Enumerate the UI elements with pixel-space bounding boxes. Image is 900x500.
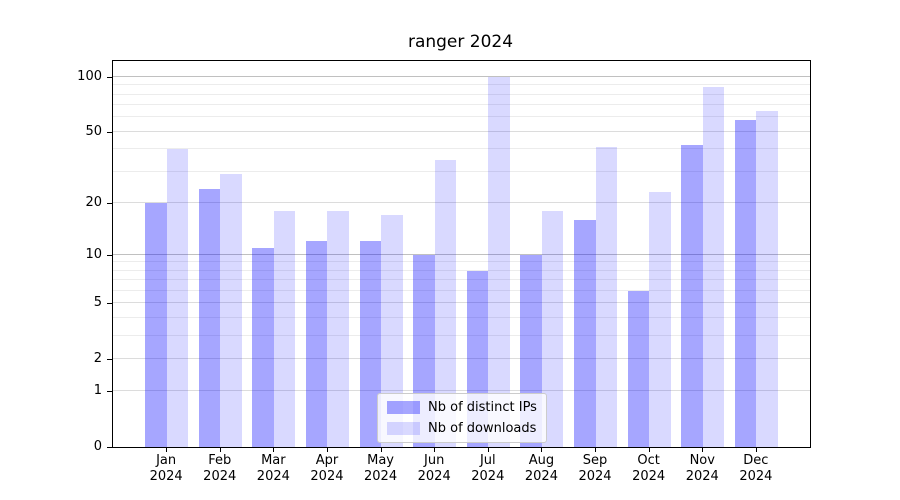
bar-downloads [702,87,725,447]
y-tick-label: 1 [93,383,102,399]
bar-downloads [220,174,242,447]
y-tick-label: 100 [77,69,102,84]
bar-downloads [327,210,349,447]
y-tick-mark [107,254,112,256]
gridline-minor [113,279,810,281]
bar-distinct-ips [359,241,382,447]
x-tick-mark [648,448,650,452]
y-tick-mark [107,303,112,305]
legend-item: Nb of downloads [387,421,537,436]
x-tick-label: Feb 2024 [203,453,237,484]
gridline-minor [113,104,810,106]
x-tick-mark [541,448,543,452]
y-tick-mark [107,358,112,360]
bar-downloads [756,111,778,447]
legend: Nb of distinct IPs Nb of downloads [377,393,547,443]
x-tick-label: Dec 2024 [739,453,773,484]
y-tick-mark [107,391,112,393]
gridline-major [113,302,810,304]
x-tick-label: Sep 2024 [578,453,612,484]
x-tick-label: May 2024 [364,453,398,484]
y-tick-label: 50 [85,123,102,139]
bar-downloads [273,210,296,447]
bar-distinct-ips [305,241,328,447]
bar-distinct-ips [681,145,703,447]
bar-distinct-ips [574,219,596,447]
y-tick-label: 5 [93,295,102,311]
x-tick-label: Oct 2024 [632,453,666,484]
x-tick-label: Jun 2024 [417,453,451,484]
x-tick-mark [702,448,704,452]
gridline-minor [113,84,810,86]
y-tick-label: 2 [93,350,102,366]
gridline-minor [113,148,810,150]
gridline-minor [113,261,810,263]
bar-distinct-ips [627,291,650,447]
chart-title: ranger 2024 [407,32,514,52]
x-tick-mark [273,448,275,452]
bar-distinct-ips [198,188,221,447]
x-tick-mark [326,448,328,452]
gridline-major [113,253,810,255]
x-tick-mark [166,448,168,452]
y-tick-mark [107,131,112,133]
bar-downloads [649,192,671,447]
x-tick-mark [487,448,489,452]
bar-distinct-ips [252,247,274,447]
x-tick-mark [380,448,382,452]
gridline-minor [113,93,810,95]
bar-downloads [595,147,618,447]
bar-distinct-ips [145,202,167,447]
bar-downloads [434,159,457,447]
y-tick-label: 0 [93,439,102,454]
x-tick-label: Nov 2024 [685,453,719,484]
gridline-major [113,201,810,203]
bar-downloads [488,77,510,447]
legend-swatch [387,401,420,414]
legend-label: Nb of downloads [428,421,537,436]
bar-downloads [381,215,403,447]
gridline-minor [113,170,810,172]
x-tick-label: Apr 2024 [310,453,344,484]
plot-area: Nb of distinct IPs Nb of downloads [112,60,811,448]
bar-downloads [541,210,564,447]
gridline-minor [113,116,810,118]
y-tick-label: 20 [85,194,102,210]
x-tick-label: Jan 2024 [149,453,183,484]
gridline-major [113,76,810,77]
bar-distinct-ips [734,120,757,447]
y-tick-mark [107,202,112,204]
gridline-major [113,357,810,359]
y-tick-mark [107,77,112,78]
x-tick-mark [219,448,221,452]
legend-item: Nb of distinct IPs [387,400,537,415]
gridline-major [113,130,810,132]
bar-downloads [166,149,189,447]
x-tick-mark [434,448,436,452]
x-tick-mark [755,448,757,452]
legend-label: Nb of distinct IPs [428,400,537,415]
y-tick-mark [107,447,112,448]
x-tick-label: Jul 2024 [471,453,505,484]
gridline-minor [113,334,810,336]
gridline-minor [113,316,810,318]
x-tick-label: Mar 2024 [256,453,290,484]
legend-swatch [387,422,420,435]
x-tick-label: Aug 2024 [524,453,558,484]
gridline-minor [113,269,810,271]
gridline-major [113,390,810,392]
y-tick-label: 10 [85,246,102,262]
x-tick-mark [595,448,597,452]
gridline-minor [113,290,810,291]
